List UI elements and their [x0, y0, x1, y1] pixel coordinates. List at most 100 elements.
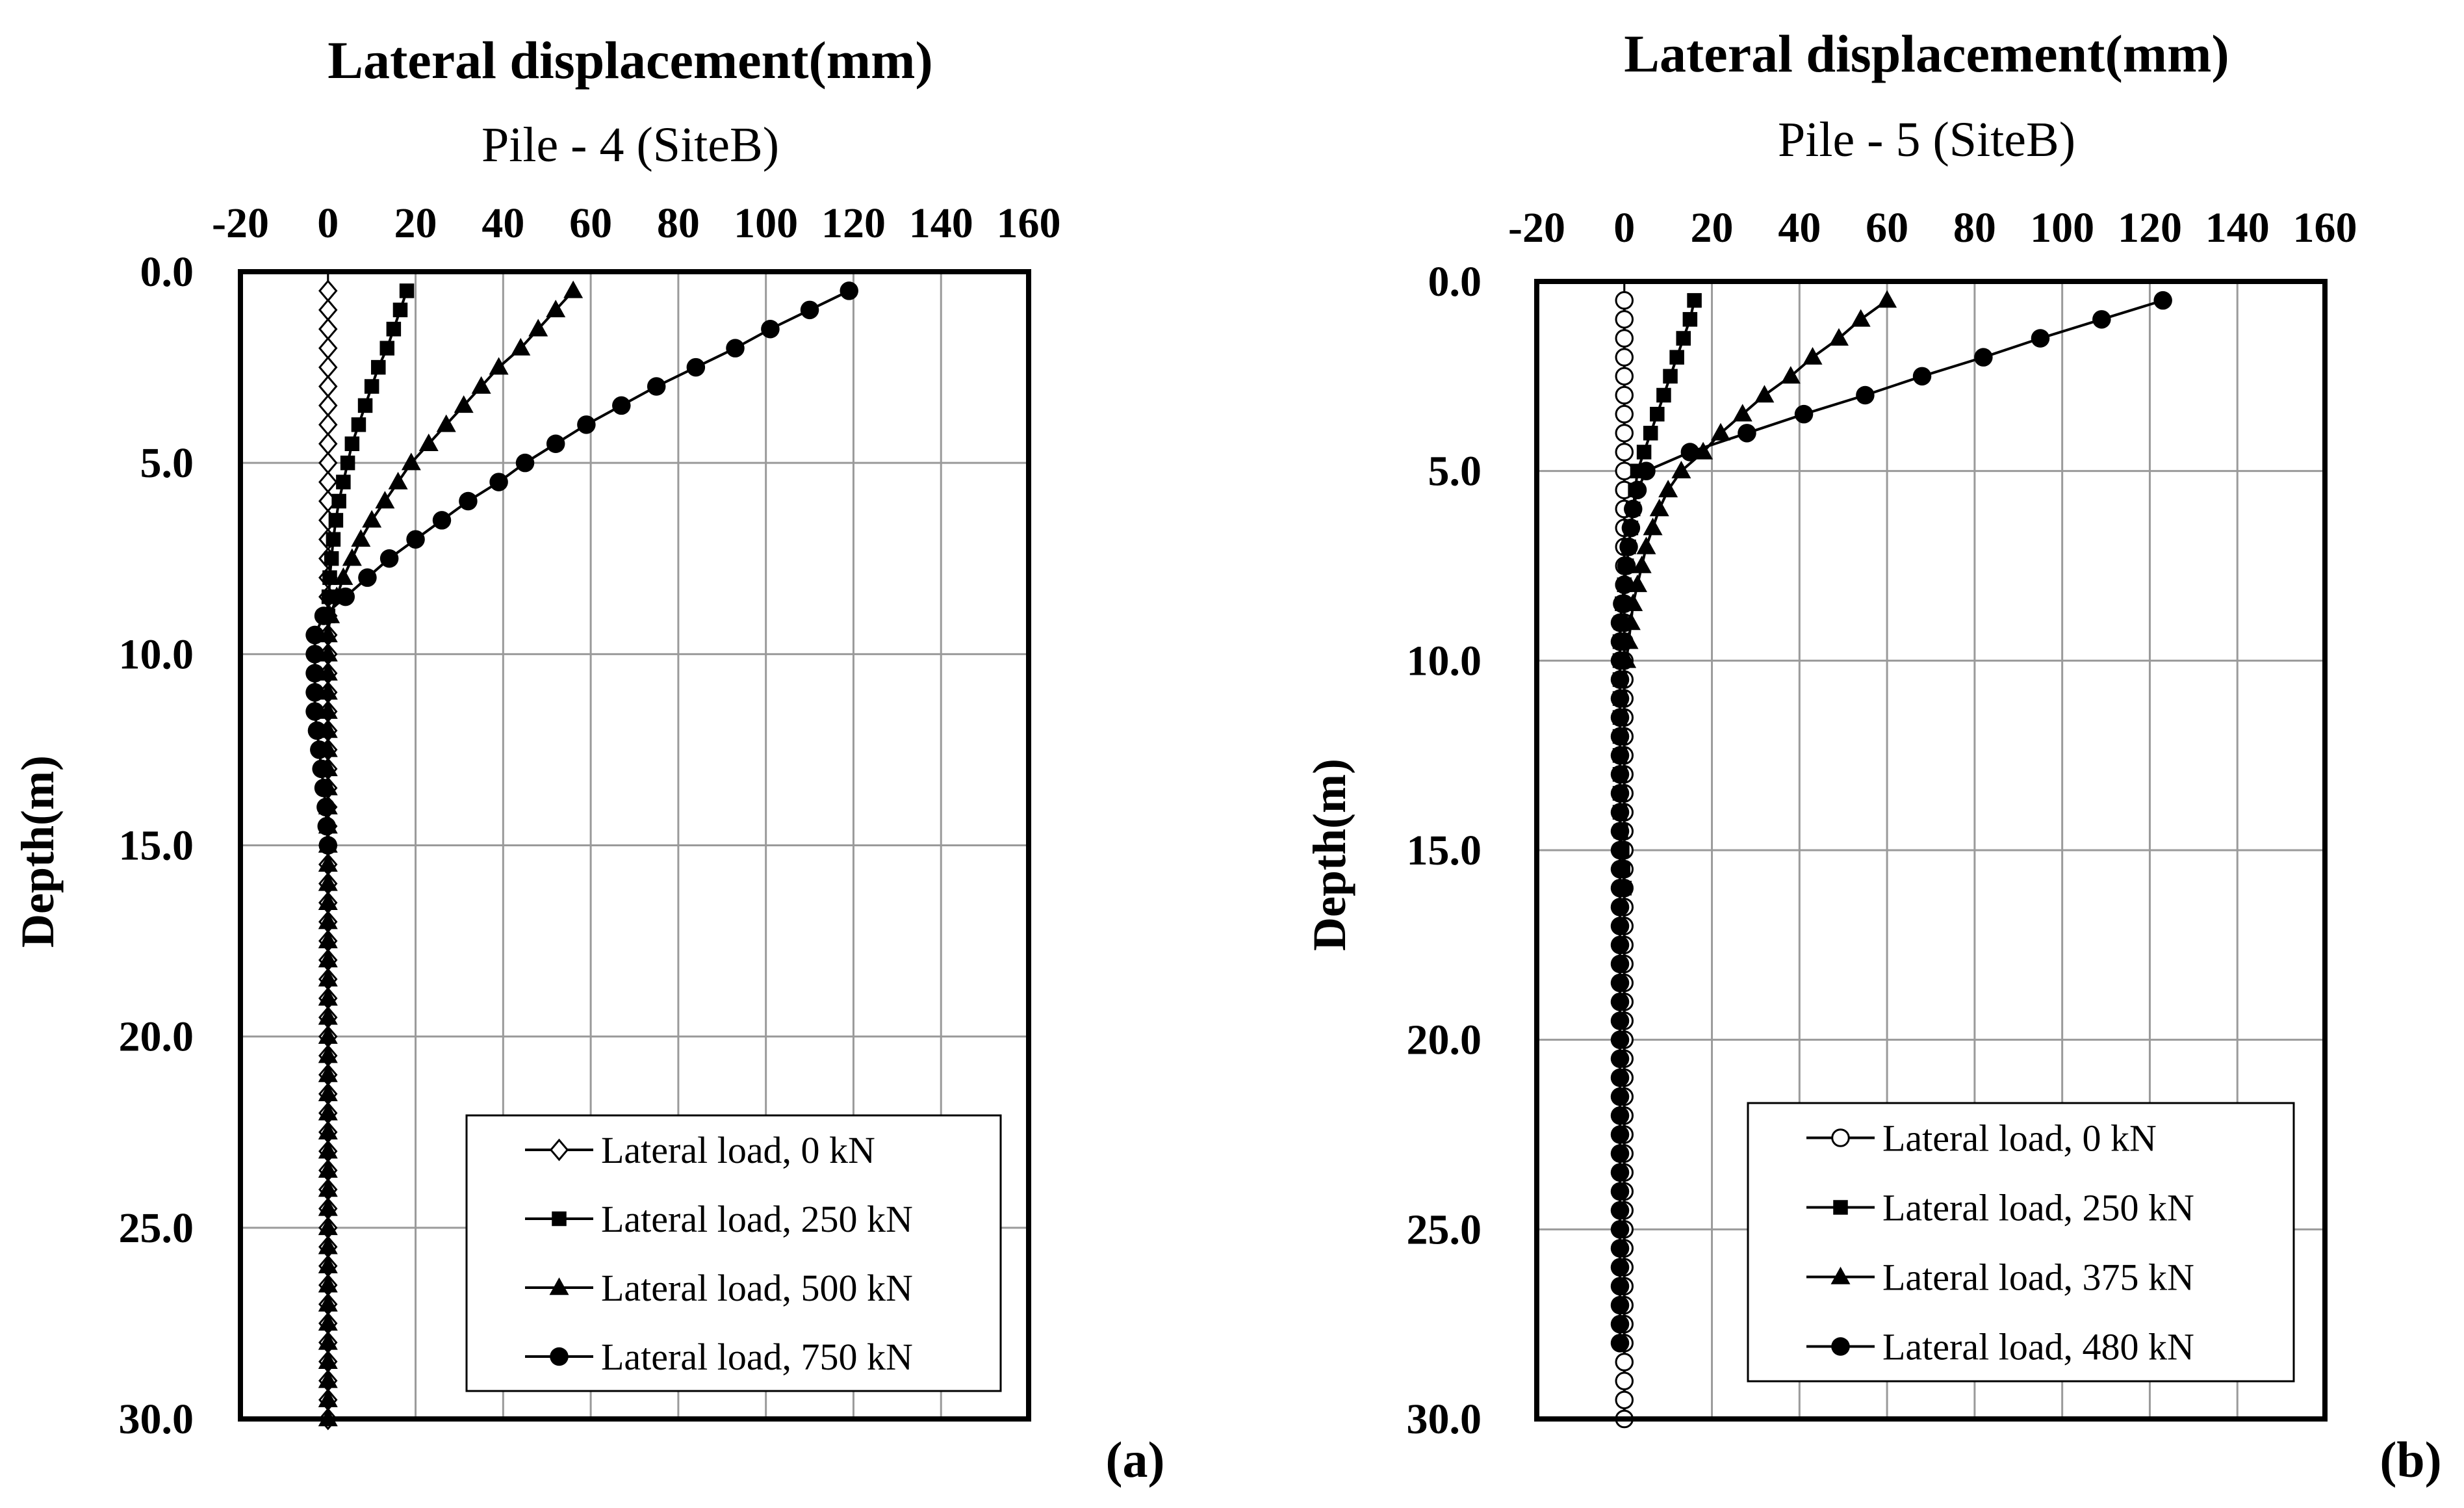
data-point	[1610, 822, 1630, 841]
data-point	[351, 529, 371, 547]
legend-marker	[1833, 1200, 1848, 1215]
data-point	[2092, 310, 2111, 329]
data-point	[454, 395, 474, 413]
data-point	[563, 280, 584, 298]
data-point	[800, 300, 819, 320]
data-point	[318, 968, 338, 987]
legend-label: Lateral load, 500 kN	[601, 1267, 913, 1309]
data-point	[386, 322, 402, 337]
x-tick-label: 20	[1691, 204, 1734, 252]
data-point	[1615, 348, 1634, 367]
data-point	[840, 281, 858, 300]
data-point	[1610, 1049, 1630, 1069]
data-point	[375, 491, 395, 509]
data-point	[314, 606, 333, 625]
y-tick-label: 10.0	[119, 630, 194, 678]
data-point	[342, 548, 362, 566]
legend-marker	[549, 1138, 569, 1162]
x-tick-label: 20	[394, 200, 437, 247]
data-point	[511, 337, 531, 356]
data-point	[318, 1007, 338, 1025]
data-point	[1610, 1277, 1630, 1296]
data-point	[1615, 462, 1634, 480]
series-4	[1610, 291, 2172, 1353]
data-point	[318, 1045, 338, 1063]
data-point	[1615, 1353, 1634, 1372]
legend-marker	[1831, 1128, 1850, 1147]
data-point	[1754, 385, 1775, 403]
data-point	[1610, 670, 1630, 689]
data-point	[1856, 385, 1875, 405]
data-point	[318, 911, 338, 930]
data-point	[436, 414, 456, 432]
data-point	[1649, 499, 1669, 517]
data-point	[1610, 1125, 1630, 1144]
data-point	[318, 854, 338, 872]
data-point	[1610, 1314, 1630, 1334]
x-tick-label: 120	[2118, 204, 2182, 252]
x-tick-label: 140	[909, 200, 973, 247]
data-point	[318, 1064, 338, 1082]
data-point	[1803, 346, 1823, 365]
legend-label: Lateral load, 375 kN	[1882, 1256, 2194, 1299]
data-point	[1610, 1258, 1630, 1277]
data-point	[340, 455, 355, 471]
data-point	[318, 892, 338, 910]
panel-a-subtitle: Pile - 4 (SiteB)	[481, 118, 779, 172]
data-point	[1615, 367, 1634, 386]
data-point	[1610, 935, 1630, 955]
x-tick-label: 40	[481, 200, 524, 247]
data-point	[1610, 1239, 1630, 1258]
data-point	[388, 471, 408, 489]
panel-a-y-axis-label: Depth(m)	[12, 755, 64, 948]
data-point	[336, 474, 351, 489]
data-point	[1732, 404, 1752, 422]
y-tick-label: 15.0	[1407, 827, 1482, 874]
data-point	[1680, 443, 1700, 462]
data-point	[1610, 1087, 1630, 1106]
x-tick-label: 80	[1953, 204, 1996, 252]
data-point	[1974, 348, 1993, 367]
data-point	[318, 1217, 338, 1236]
data-point	[1615, 1372, 1634, 1390]
x-tick-label: 160	[2293, 204, 2357, 252]
data-point	[489, 357, 509, 375]
data-point	[406, 530, 425, 549]
data-point	[1628, 480, 1647, 500]
legend-marker	[550, 1347, 569, 1366]
data-point	[379, 549, 399, 568]
data-point	[333, 567, 353, 585]
data-point	[1619, 538, 1638, 556]
data-point	[328, 513, 344, 528]
data-point	[326, 532, 341, 547]
data-point	[1610, 859, 1630, 879]
data-point	[1610, 973, 1630, 993]
data-point	[314, 779, 333, 798]
data-point	[344, 436, 360, 451]
data-point	[1610, 1201, 1630, 1220]
data-point	[1794, 404, 1814, 424]
data-point	[1615, 329, 1634, 348]
panel-a-label: (a)	[1106, 1431, 1165, 1488]
x-tick-label: 0	[317, 200, 339, 247]
data-point	[305, 645, 324, 664]
x-tick-label: 100	[2030, 204, 2094, 252]
data-point	[318, 1332, 338, 1350]
y-tick-label: 20.0	[1407, 1017, 1482, 1064]
data-point	[1636, 536, 1656, 554]
data-point	[1636, 445, 1652, 460]
legend-marker	[549, 1277, 569, 1295]
data-point	[1615, 310, 1634, 329]
data-point	[1621, 518, 1641, 538]
data-point	[1610, 840, 1630, 860]
data-point	[331, 493, 346, 509]
data-point	[1656, 387, 1671, 403]
x-tick-label: 160	[997, 200, 1061, 247]
panel-b: Lateral displacement(mm) Pile - 5 (SiteB…	[1303, 24, 2442, 1488]
legend-label: Lateral load, 480 kN	[1882, 1326, 2194, 1368]
data-point	[318, 1370, 338, 1388]
data-point	[318, 950, 338, 968]
data-point	[318, 1389, 338, 1407]
y-tick-label: 10.0	[1407, 637, 1482, 684]
data-point	[318, 1160, 338, 1178]
